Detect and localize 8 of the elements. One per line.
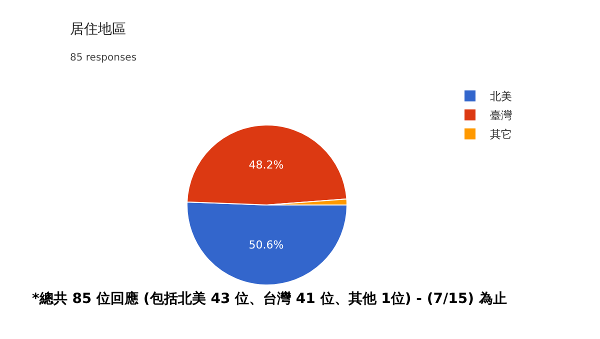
legend-label: 其它 [490,128,512,142]
legend-label: 北美 [490,90,512,104]
legend-label: 臺灣 [490,109,512,122]
data-label: 48.2% [248,158,284,172]
text: *總共 85 位回應 (包括北美 43 位、台灣 41 位、其他 1位) - (7/15) 為止 [32,290,507,307]
chart-title: 居住地區 [70,22,126,38]
data-label: 50.6% [248,238,284,252]
text: 85 responses [70,52,137,64]
